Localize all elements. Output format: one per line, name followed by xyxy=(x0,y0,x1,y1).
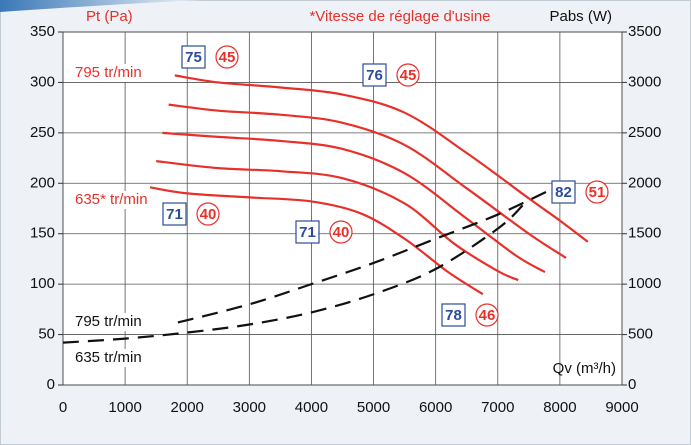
badge-value: 76 xyxy=(366,67,383,84)
x-axis-label: Qv (m³/h) xyxy=(553,360,616,377)
badge-circle xyxy=(196,202,220,226)
badge-value: 75 xyxy=(185,49,202,66)
y2-tick-label: 2500 xyxy=(628,124,661,141)
decoration xyxy=(0,0,200,12)
subtitle: *Vitesse de réglage d'usine xyxy=(309,8,490,25)
x-tick-label: 5000 xyxy=(357,399,390,416)
y-tick-label: 150 xyxy=(30,225,55,242)
badge-box xyxy=(362,63,387,87)
x-tick-label: 0 xyxy=(59,399,67,416)
series-label: 795 tr/min xyxy=(75,313,142,330)
badge-value: 46 xyxy=(479,307,496,324)
y-tick-label: 300 xyxy=(30,73,55,90)
badge-circle xyxy=(585,180,609,204)
y-tick-label: 200 xyxy=(30,174,55,191)
x-tick-label: 4000 xyxy=(295,399,328,416)
y2-tick-label: 0 xyxy=(628,376,636,393)
badge-box xyxy=(551,180,576,204)
y2-tick-label: 1000 xyxy=(628,275,661,292)
label-bg xyxy=(72,349,156,367)
series-label: 635 tr/min xyxy=(75,349,142,366)
y2-tick-label: 1500 xyxy=(628,225,661,242)
badge-value: 71 xyxy=(166,206,183,223)
y2-tick-label: 2000 xyxy=(628,174,661,191)
badge-value: 51 xyxy=(589,184,606,201)
lines xyxy=(62,74,589,344)
badge-value: 82 xyxy=(555,184,572,201)
badge-value: 40 xyxy=(200,206,217,223)
series-label: 795 tr/min xyxy=(75,64,142,81)
x-tick-label: 1000 xyxy=(108,399,141,416)
series-line xyxy=(162,131,546,274)
badge-circle xyxy=(475,303,499,327)
badge-circle xyxy=(215,45,239,69)
badge-box xyxy=(181,45,206,69)
badge-box xyxy=(441,303,466,327)
badge-box xyxy=(162,202,187,226)
series-line xyxy=(174,74,589,243)
y-tick-label: 100 xyxy=(30,275,55,292)
y2-tick-label: 3500 xyxy=(628,23,661,40)
x-tick-label: 2000 xyxy=(171,399,204,416)
badge-circle xyxy=(396,63,420,87)
y2-tick-label: 500 xyxy=(628,326,653,343)
y-tick-label: 50 xyxy=(38,326,55,343)
y-tick-label: 250 xyxy=(30,124,55,141)
y2-tick-label: 3000 xyxy=(628,73,661,90)
series-line xyxy=(177,187,555,324)
label-bg xyxy=(72,313,156,331)
y-tick-label: 0 xyxy=(47,376,55,393)
badge-value: 78 xyxy=(445,307,462,324)
badge-value: 45 xyxy=(400,67,417,84)
badge-circle xyxy=(329,220,353,244)
label-bg xyxy=(72,191,156,209)
x-tick-label: 7000 xyxy=(481,399,514,416)
series-line xyxy=(149,186,484,296)
badge-box xyxy=(295,220,320,244)
badge-value: 45 xyxy=(219,49,236,66)
x-tick-label: 6000 xyxy=(419,399,452,416)
series-line xyxy=(168,103,567,259)
x-tick-label: 8000 xyxy=(543,399,576,416)
badge-value: 40 xyxy=(333,224,350,241)
badge-value: 71 xyxy=(299,224,316,241)
series-label: 635* tr/min xyxy=(75,191,148,208)
x-tick-label: 9000 xyxy=(605,399,638,416)
series-line xyxy=(62,204,524,344)
y-axis-label: Pt (Pa) xyxy=(86,8,133,25)
label-bg xyxy=(72,64,156,82)
y2-axis-label: Pabs (W) xyxy=(549,8,612,25)
x-tick-label: 3000 xyxy=(233,399,266,416)
series-line xyxy=(156,160,519,282)
y-tick-label: 350 xyxy=(30,23,55,40)
